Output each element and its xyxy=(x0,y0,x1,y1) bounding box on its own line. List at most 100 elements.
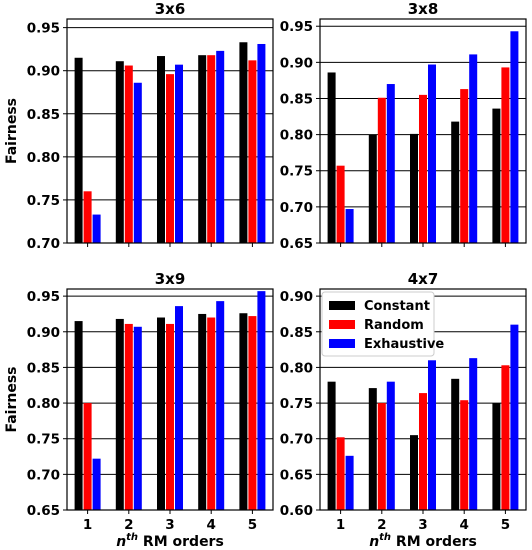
bar-random-1 xyxy=(83,403,92,510)
bar-exhaustive-3 xyxy=(175,64,183,244)
panel-title: 4x7 xyxy=(408,270,439,288)
bar-exhaustive-2 xyxy=(386,381,395,510)
x-tick-label: 1 xyxy=(83,517,92,533)
bar-constant-2 xyxy=(115,318,124,510)
x-axis-label: nth RM orders xyxy=(369,532,477,550)
y-tick-label: 0.95 xyxy=(27,21,60,37)
bar-constant-3 xyxy=(410,435,418,510)
bar-random-2 xyxy=(377,97,386,243)
axes-frame xyxy=(319,18,527,244)
bar-exhaustive-1 xyxy=(92,214,101,243)
y-tick-label: 0.75 xyxy=(27,193,60,209)
y-tick-label: 0.65 xyxy=(280,467,313,483)
bar-random-3 xyxy=(166,74,174,243)
bar-constant-1 xyxy=(327,381,336,510)
legend-label-exhaustive: Exhaustive xyxy=(364,337,444,352)
bar-exhaustive-1 xyxy=(345,209,354,243)
x-tick-label: 3 xyxy=(418,517,427,533)
bar-random-1 xyxy=(83,191,92,243)
bar-exhaustive-1 xyxy=(345,455,354,510)
y-tick-label: 0.95 xyxy=(27,289,60,305)
y-tick-label: 0.70 xyxy=(280,432,313,448)
chart-panel-3x9: 0.65 0.70 0.75 0.80 0.85 0.90 0.95 1 2 3 4 5 3x9 Fair… xyxy=(4,270,274,550)
bar-random-5 xyxy=(248,60,257,243)
bar-exhaustive-4 xyxy=(469,358,478,510)
chart-panel-4x7: 0.60 0.65 0.70 0.75 0.80 0.85 0.90 1 2 3 4 5 4x7 nth … xyxy=(280,270,527,550)
y-tick-label: 0.90 xyxy=(280,289,313,305)
panel-title: 3x8 xyxy=(408,0,439,18)
y-tick-label: 0.75 xyxy=(280,396,313,412)
y-tick-label: 0.95 xyxy=(280,19,313,35)
y-tick-label: 0.90 xyxy=(27,325,60,341)
bar-constant-2 xyxy=(368,134,377,243)
bar-random-5 xyxy=(501,67,510,243)
y-tick-label: 0.60 xyxy=(280,503,313,519)
bar-random-5 xyxy=(501,365,510,510)
bar-random-3 xyxy=(419,393,427,510)
bar-constant-3 xyxy=(157,56,165,243)
bar-random-2 xyxy=(124,323,133,510)
panel-title: 3x6 xyxy=(155,0,186,18)
y-tick-label: 0.65 xyxy=(280,236,313,252)
bar-random-1 xyxy=(336,165,345,243)
bar-constant-2 xyxy=(115,61,124,243)
bar-random-4 xyxy=(460,89,469,243)
bar-constant-3 xyxy=(157,317,165,510)
x-tick-label: 2 xyxy=(124,517,133,533)
chart-panel-3x8: 0.65 0.70 0.75 0.80 0.85 0.90 0.95 3x8 xyxy=(280,0,527,252)
y-tick-label: 0.75 xyxy=(27,432,60,448)
bar-constant-1 xyxy=(74,57,83,244)
bar-random-5 xyxy=(248,316,257,510)
y-tick-label: 0.80 xyxy=(280,360,313,376)
bar-constant-4 xyxy=(451,378,460,510)
axes-frame xyxy=(66,18,274,244)
y-tick-label: 0.70 xyxy=(27,467,60,483)
x-tick-label: 1 xyxy=(336,517,345,533)
bar-constant-4 xyxy=(198,55,207,243)
y-axis-label: Fairness xyxy=(4,98,20,164)
y-tick-label: 0.90 xyxy=(27,64,60,80)
chart-panel-3x6: 0.70 0.75 0.80 0.85 0.90 0.95 3x6 Fairness xyxy=(4,0,274,252)
legend-label-random: Random xyxy=(364,318,424,333)
y-tick-label: 0.80 xyxy=(280,128,313,144)
bar-exhaustive-4 xyxy=(216,50,225,243)
bar-exhaustive-2 xyxy=(133,82,142,243)
legend: Constant Random Exhaustive xyxy=(321,291,444,357)
bar-constant-2 xyxy=(368,388,377,510)
bar-constant-5 xyxy=(239,313,248,510)
bar-constant-1 xyxy=(327,72,336,243)
y-tick-label: 0.75 xyxy=(280,164,313,180)
bar-constant-5 xyxy=(492,108,501,243)
legend-swatch-exhaustive xyxy=(329,339,355,348)
bar-constant-4 xyxy=(198,313,207,510)
bar-random-3 xyxy=(419,94,427,243)
bar-random-1 xyxy=(336,437,345,510)
y-tick-label: 0.70 xyxy=(280,200,313,216)
bar-constant-5 xyxy=(239,42,248,244)
axes-frame xyxy=(66,288,274,511)
bar-random-4 xyxy=(460,400,469,510)
y-tick-label: 0.85 xyxy=(27,107,60,123)
bar-random-2 xyxy=(377,403,386,510)
y-tick-label: 0.85 xyxy=(280,325,313,341)
bar-exhaustive-5 xyxy=(510,324,519,510)
x-axis-label: nth RM orders xyxy=(116,532,224,550)
bar-exhaustive-5 xyxy=(257,291,266,510)
y-tick-label: 0.70 xyxy=(27,236,60,252)
x-tick-label: 5 xyxy=(248,517,257,533)
y-axis-label: Fairness xyxy=(4,366,20,432)
y-tick-label: 0.65 xyxy=(27,503,60,519)
bar-constant-3 xyxy=(410,133,418,243)
x-tick-label: 3 xyxy=(165,517,174,533)
bar-exhaustive-3 xyxy=(428,360,436,510)
bar-random-2 xyxy=(124,65,133,244)
bar-exhaustive-4 xyxy=(469,54,478,244)
legend-swatch-constant xyxy=(329,301,355,310)
bar-exhaustive-3 xyxy=(175,306,183,510)
bar-random-3 xyxy=(166,323,174,510)
bar-random-4 xyxy=(207,55,216,243)
panel-title: 3x9 xyxy=(155,270,186,288)
bar-random-4 xyxy=(207,317,216,510)
bar-constant-5 xyxy=(492,403,501,510)
